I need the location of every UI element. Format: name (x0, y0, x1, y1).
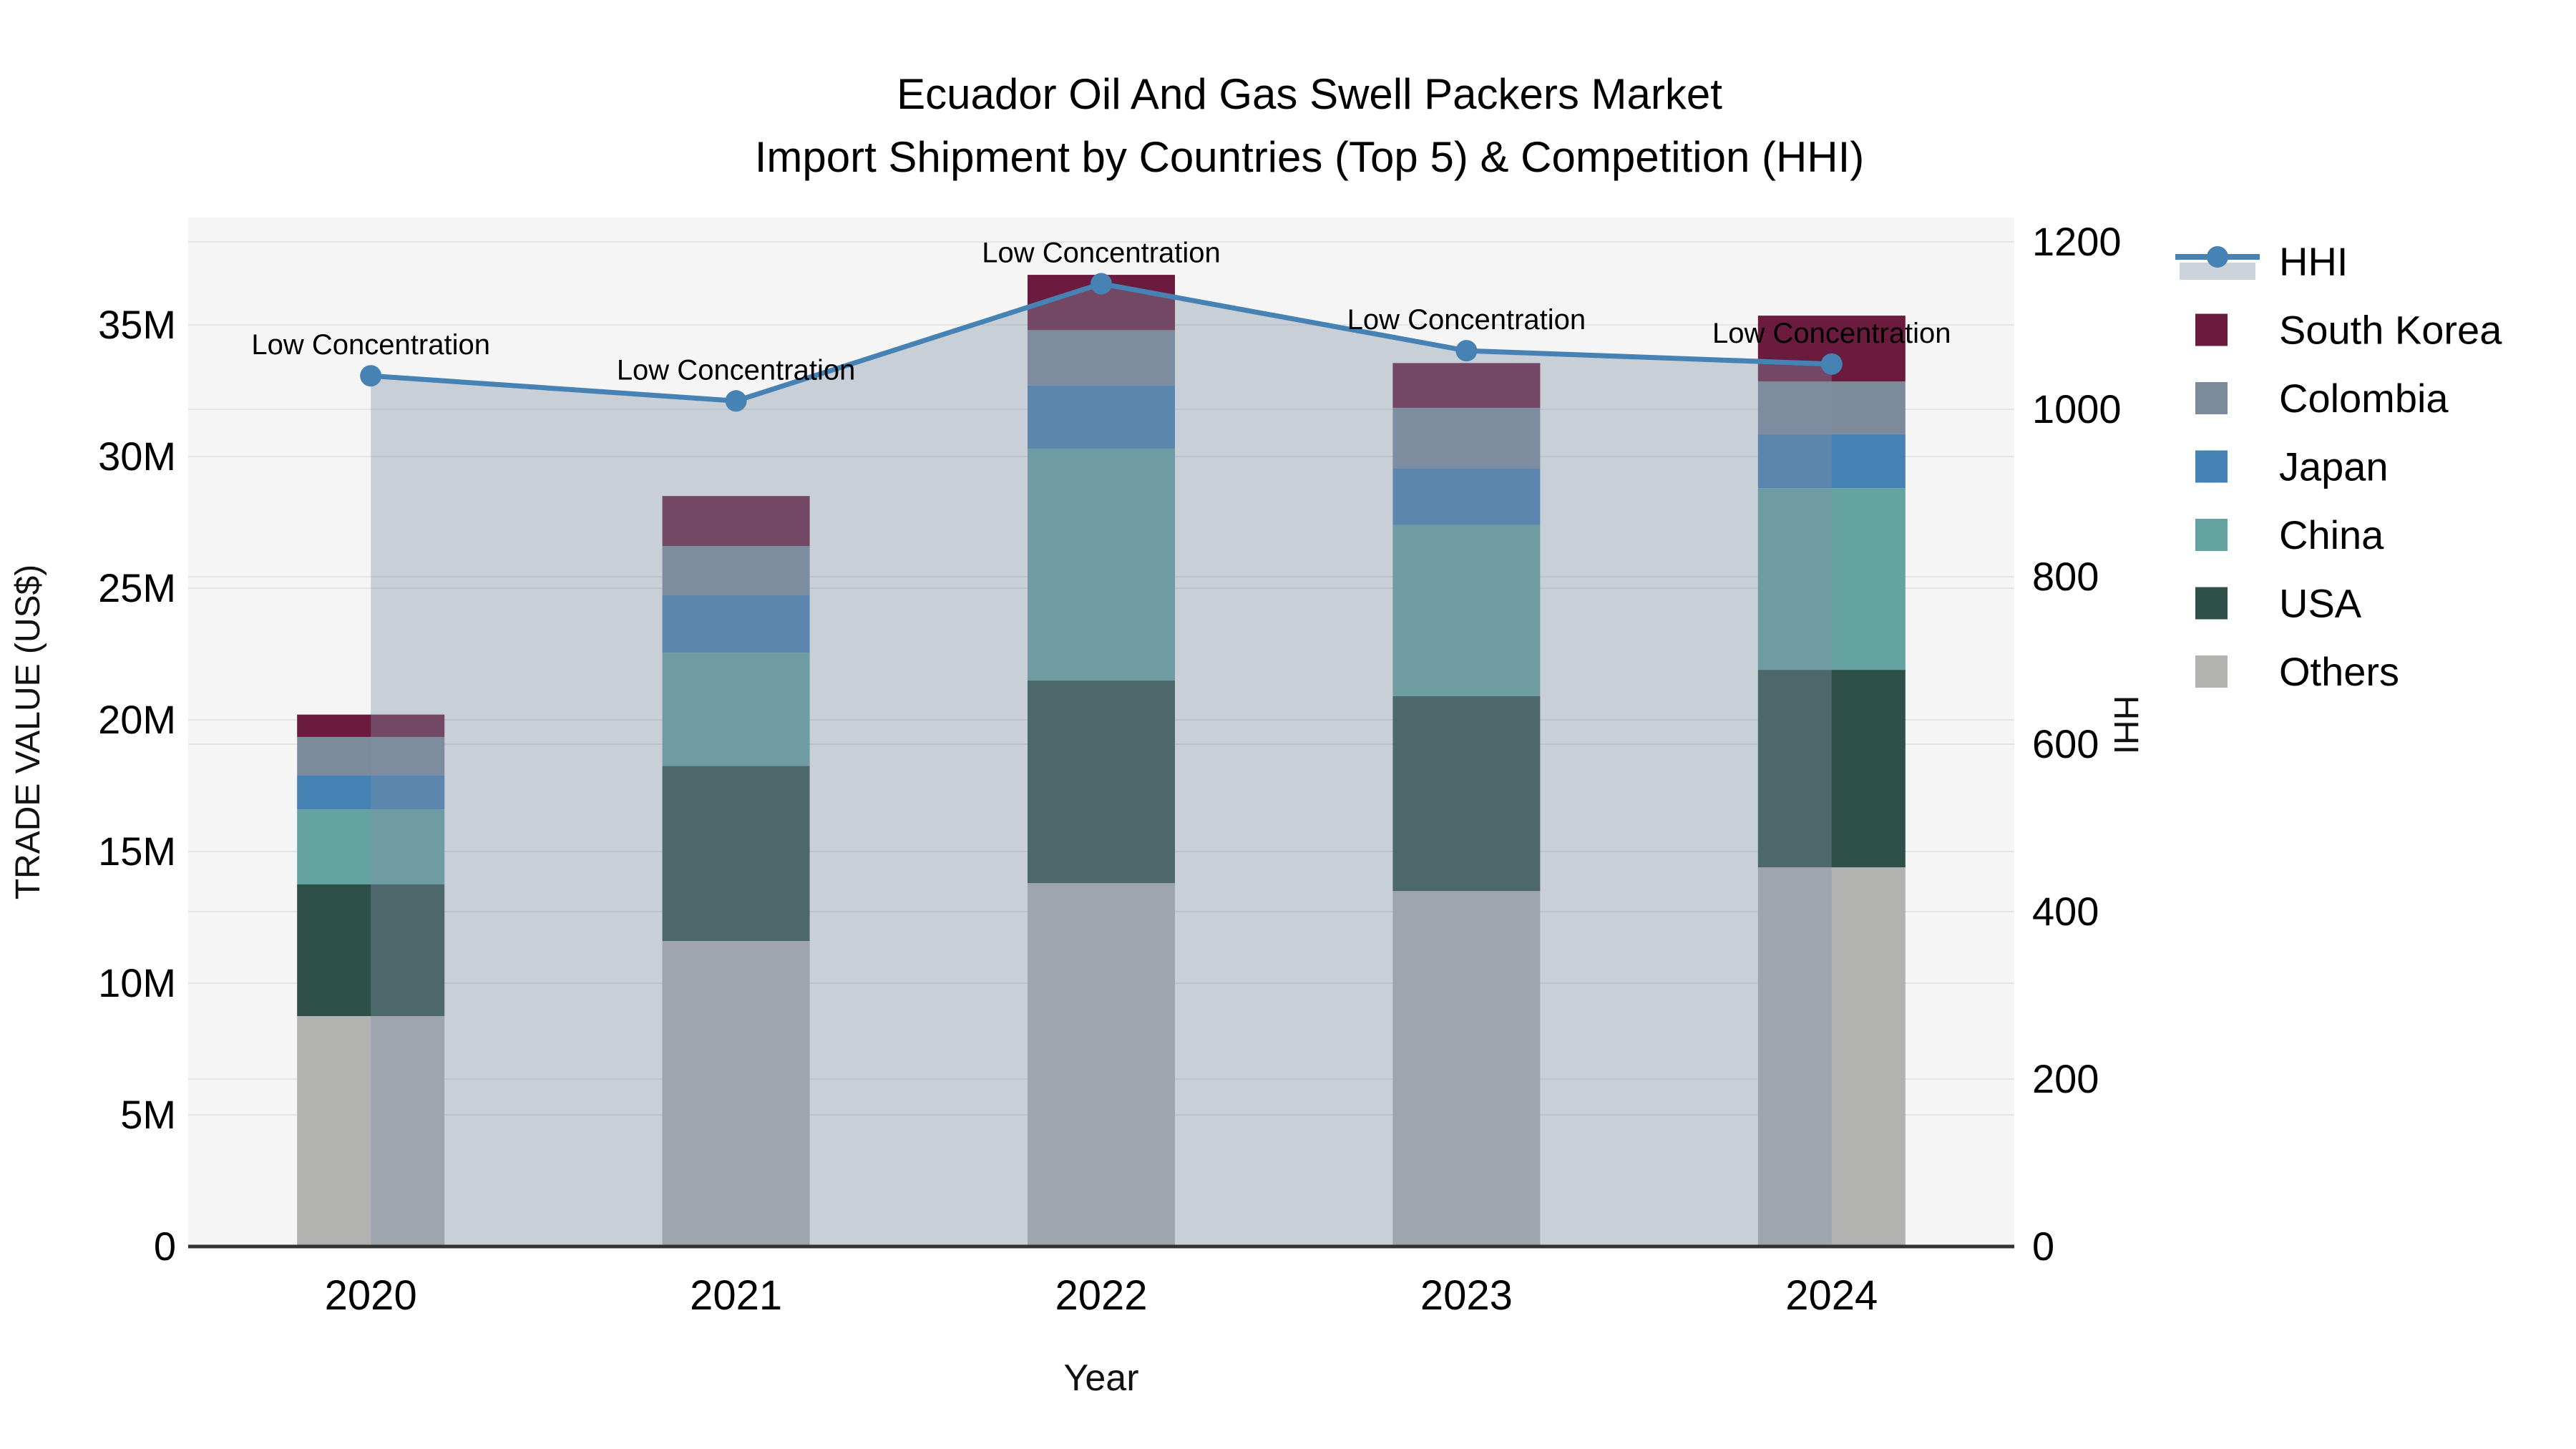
hhi-area-fill (371, 283, 1832, 1246)
bar-2021-japan (662, 595, 810, 653)
bar-2023-colombia (1392, 407, 1541, 469)
bar-2024-china (1757, 488, 1906, 670)
bar-2022-china (1028, 448, 1175, 680)
left-tick-10M: 10M (98, 960, 176, 1005)
x-tick-2020: 2020 (325, 1272, 417, 1319)
legend-label-south-korea: South Korea (2279, 308, 2502, 353)
bar-2023-japan (1392, 468, 1541, 525)
legend-swatch-china (2195, 519, 2228, 551)
annotation-2023: Low Concentration (1347, 304, 1586, 336)
x-tick-2023: 2023 (1420, 1272, 1513, 1319)
hhi-dot-2023 (1455, 340, 1478, 362)
x-tick-2022: 2022 (1055, 1272, 1147, 1319)
bar-2020-colombia (297, 736, 445, 776)
right-tick-1000: 1000 (2032, 386, 2122, 431)
right-tick-400: 400 (2032, 889, 2099, 934)
bar-2020-others (297, 1016, 445, 1246)
hhi-dot-2022 (1091, 273, 1112, 295)
right-tick-800: 800 (2032, 554, 2099, 599)
legend-label-japan: Japan (2279, 444, 2389, 489)
left-tick-0: 0 (154, 1224, 176, 1269)
bar-2021-china (662, 653, 810, 766)
legend-swatch-colombia (2195, 382, 2228, 414)
bar-2022-usa (1028, 680, 1175, 884)
bar-2022-colombia (1028, 330, 1175, 386)
annotation-2022: Low Concentration (982, 238, 1221, 269)
right-tick-1200: 1200 (2032, 219, 2122, 264)
hhi-dot-2021 (725, 390, 747, 412)
annotation-2021: Low Concentration (617, 354, 856, 386)
legend-swatch-usa (2195, 587, 2228, 620)
left-axis-title: TRADE VALUE (US$) (9, 565, 47, 900)
bar-2020-south-korea (297, 714, 445, 737)
legend-swatch-others (2195, 655, 2228, 688)
legend-swatch-south-korea (2195, 313, 2228, 346)
left-tick-35M: 35M (98, 302, 176, 347)
x-axis-title: Year (1063, 1357, 1138, 1399)
bar-2022-others (1028, 883, 1175, 1246)
chart-title-line-2: Import Shipment by Countries (Top 5) & C… (755, 133, 1865, 181)
bar-2022-japan (1028, 385, 1175, 449)
annotation-2024: Low Concentration (1712, 318, 1951, 349)
plot-area: Low Concentration Low Concentration Low Co… (98, 218, 2502, 1319)
bar-2023-south-korea (1392, 363, 1541, 408)
right-tick-600: 600 (2032, 721, 2099, 766)
left-tick-15M: 15M (98, 829, 176, 874)
chart-title-line-1: Ecuador Oil And Gas Swell Packers Market (897, 70, 1722, 118)
left-tick-25M: 25M (98, 565, 176, 610)
legend-label-others: Others (2279, 649, 2399, 694)
legend-marker-hhi (2207, 246, 2228, 268)
bar-2023-others (1392, 891, 1541, 1246)
bar-2020-usa (297, 884, 445, 1016)
left-tick-20M: 20M (98, 697, 176, 742)
bar-2021-others (662, 941, 810, 1246)
right-tick-200: 200 (2032, 1056, 2099, 1101)
annotation-2020: Low Concentration (251, 329, 490, 361)
legend-swatch-japan (2195, 450, 2228, 483)
bar-2024-others (1757, 867, 1906, 1246)
bar-2021-colombia (662, 546, 810, 595)
bar-2024-colombia (1757, 381, 1906, 434)
bar-2024-usa (1757, 670, 1906, 868)
left-tick-5M: 5M (120, 1092, 176, 1137)
x-tick-2024: 2024 (1785, 1272, 1878, 1319)
hhi-dot-2024 (1820, 353, 1843, 375)
legend-label-colombia: Colombia (2279, 376, 2449, 421)
bar-2023-china (1392, 525, 1541, 696)
bar-2023-usa (1392, 696, 1541, 892)
bar-2021-south-korea (662, 496, 810, 547)
bar-2021-usa (662, 766, 810, 942)
bar-2020-japan (297, 775, 445, 810)
x-tick-2021: 2021 (690, 1272, 782, 1319)
bar-2020-china (297, 809, 445, 884)
left-tick-30M: 30M (98, 434, 176, 479)
legend-label-china: China (2279, 512, 2384, 557)
right-tick-0: 0 (2032, 1224, 2054, 1269)
legend-label-hhi: HHI (2279, 239, 2348, 284)
right-axis-title: HHI (2107, 696, 2145, 755)
hhi-dot-2020 (360, 365, 382, 387)
bar-2024-japan (1757, 434, 1906, 489)
legend-label-usa: USA (2279, 581, 2362, 626)
